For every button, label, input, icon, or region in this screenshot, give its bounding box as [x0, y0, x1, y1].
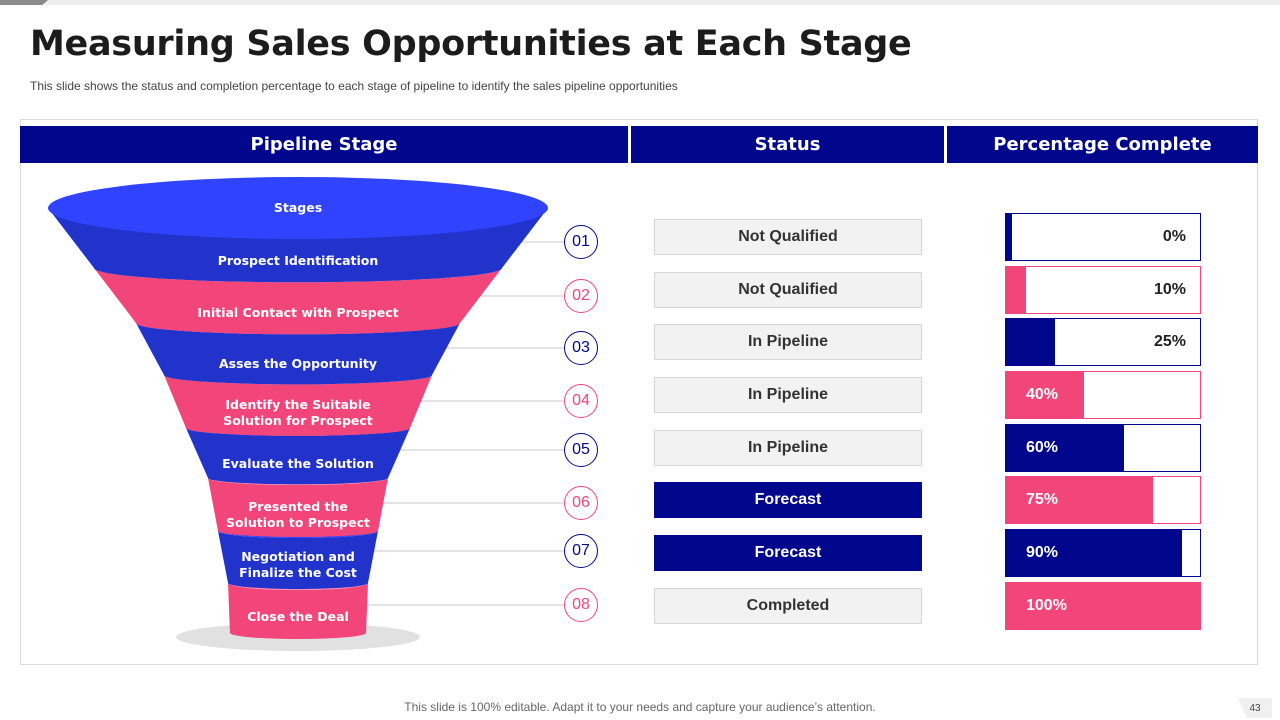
- stage-number-04: 04: [564, 384, 598, 418]
- status-03: In Pipeline: [654, 324, 922, 360]
- stage-label-03: Asses the Opportunity: [219, 356, 377, 371]
- percentage-fill-01: [1006, 214, 1012, 260]
- funnel-segment-07: [218, 531, 378, 589]
- slide-subtitle: This slide shows the status and completi…: [30, 79, 678, 93]
- percentage-fill-06: [1006, 477, 1153, 523]
- percentage-fill-02: [1006, 267, 1026, 313]
- footer-note: This slide is 100% editable. Adapt it to…: [404, 700, 876, 714]
- percentage-bar-06: 75%: [1005, 476, 1201, 524]
- funnel-segment-04: [164, 375, 432, 436]
- percentage-bar-08: 100%: [1005, 582, 1201, 630]
- funnel-segment-06: [208, 478, 388, 537]
- percentage-label-03: 25%: [1153, 333, 1186, 350]
- funnel-segment-03: [136, 323, 460, 385]
- header-percentage-complete: Percentage Complete: [947, 126, 1258, 163]
- stage-number-05: 05: [564, 433, 598, 467]
- percentage-label-07: 90%: [1026, 544, 1059, 561]
- status-06: Forecast: [654, 482, 922, 518]
- percentage-fill-05: [1006, 425, 1124, 471]
- stage-number-03: 03: [564, 331, 598, 365]
- status-05: In Pipeline: [654, 430, 922, 466]
- stage-label-08: Close the Deal: [247, 609, 349, 624]
- funnel-segment-08: [228, 583, 368, 639]
- header-pipeline-stage: Pipeline Stage: [20, 126, 628, 163]
- funnel-segment-02: [94, 268, 502, 335]
- stage-label-04: Identify the Suitable Solution for Prosp…: [223, 397, 373, 428]
- percentage-label-05: 60%: [1026, 439, 1059, 456]
- percentage-bar-01: 0%: [1005, 213, 1201, 261]
- page-number: 43: [1238, 698, 1272, 718]
- funnel-segment-05: [186, 428, 410, 485]
- content-panel: [20, 119, 1258, 665]
- stage-label-05: Evaluate the Solution: [222, 456, 374, 471]
- percentage-fill-04: [1006, 372, 1085, 418]
- stage-label-02: Initial Contact with Prospect: [197, 305, 399, 320]
- percentage-bar-02: 10%: [1005, 266, 1201, 314]
- percentage-bar-04: 40%: [1005, 371, 1201, 419]
- status-08: Completed: [654, 588, 922, 624]
- percentage-bar-05: 60%: [1005, 424, 1201, 472]
- top-bar: [0, 0, 1280, 5]
- stage-label-07: Negotiation and Finalize the Cost: [239, 549, 357, 580]
- percentage-fill-07: [1006, 530, 1183, 576]
- top-bar-accent: [0, 0, 48, 5]
- stage-label-01: Prospect Identification: [217, 253, 379, 268]
- status-07: Forecast: [654, 535, 922, 571]
- stage-number-02: 02: [564, 279, 598, 313]
- percentage-bar-07: 90%: [1005, 529, 1201, 577]
- percentage-label-08: 100%: [1026, 597, 1067, 614]
- percentage-label-06: 75%: [1026, 491, 1059, 508]
- status-04: In Pipeline: [654, 377, 922, 413]
- percentage-label-01: 0%: [1162, 228, 1186, 245]
- header-status: Status: [631, 126, 944, 163]
- status-02: Not Qualified: [654, 272, 922, 308]
- percentage-label-04: 40%: [1026, 386, 1059, 403]
- stage-number-01: 01: [564, 225, 598, 259]
- funnel-top-ellipse: [48, 177, 548, 239]
- percentage-fill-08: [1006, 583, 1200, 629]
- percentage-fill-03: [1006, 319, 1055, 365]
- stage-number-07: 07: [564, 534, 598, 568]
- stage-label-06: Presented the Solution to Prospect: [226, 499, 370, 530]
- funnel-top-label: Stages: [274, 200, 322, 215]
- status-01: Not Qualified: [654, 219, 922, 255]
- percentage-bar-03: 25%: [1005, 318, 1201, 366]
- percentage-label-02: 10%: [1153, 281, 1186, 298]
- stage-number-08: 08: [564, 588, 598, 622]
- slide-title: Measuring Sales Opportunities at Each St…: [30, 24, 912, 64]
- stage-number-06: 06: [564, 486, 598, 520]
